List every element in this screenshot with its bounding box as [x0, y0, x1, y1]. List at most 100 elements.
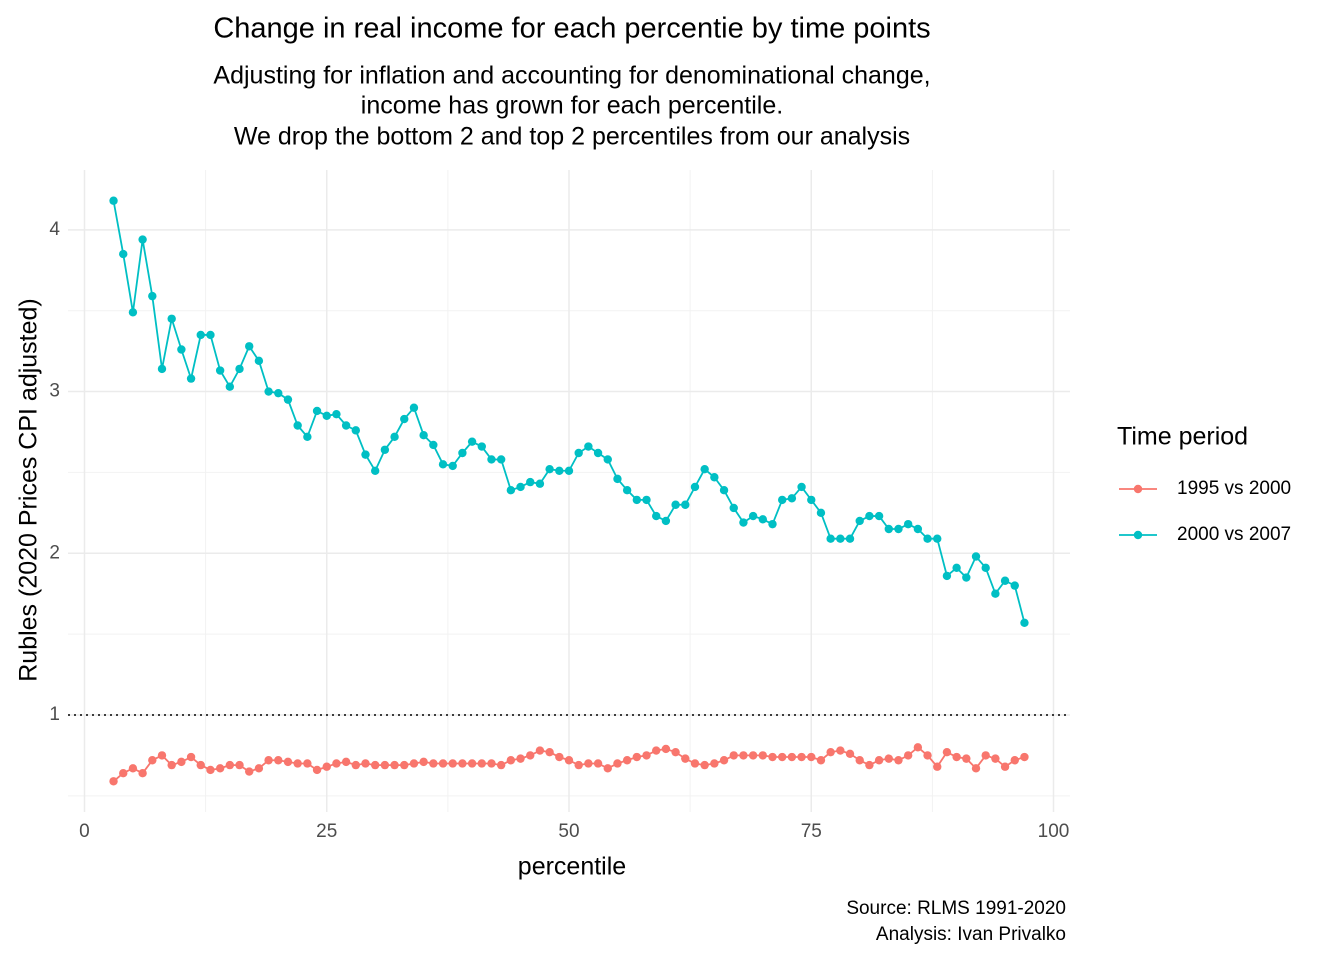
point	[235, 364, 244, 374]
subtitle: We drop the bottom 2 and top 2 percentil…	[234, 123, 910, 151]
point	[642, 751, 651, 760]
point	[264, 756, 273, 765]
point	[564, 756, 574, 765]
point	[128, 308, 138, 317]
x-tick-label: 0	[79, 821, 90, 842]
point	[933, 534, 942, 543]
point	[545, 747, 554, 757]
point	[186, 374, 196, 383]
point	[923, 751, 932, 760]
point	[719, 485, 729, 495]
point	[138, 768, 147, 778]
point	[361, 450, 370, 459]
point	[971, 764, 981, 773]
point	[642, 495, 651, 505]
point	[797, 752, 806, 762]
point	[894, 756, 903, 765]
caption: Analysis: Ivan Privalko	[876, 924, 1066, 945]
point	[584, 442, 593, 451]
point	[884, 524, 893, 534]
point	[341, 757, 351, 767]
point	[574, 760, 583, 770]
legend-key-point	[1133, 484, 1143, 494]
point	[903, 751, 913, 760]
point	[710, 473, 719, 482]
point	[874, 511, 884, 521]
point	[467, 437, 477, 446]
point	[312, 765, 322, 775]
point	[865, 760, 874, 770]
point	[719, 756, 729, 765]
point	[380, 445, 390, 454]
point	[109, 777, 118, 786]
point	[293, 421, 302, 430]
point	[332, 759, 341, 768]
point	[952, 563, 961, 573]
y-axis-label: Rubles (2020 Prices CPI adjusted)	[15, 298, 43, 682]
point	[942, 571, 952, 581]
point	[1020, 618, 1029, 627]
point	[593, 448, 603, 458]
point	[293, 759, 302, 768]
point	[1010, 581, 1019, 590]
point	[894, 524, 903, 534]
point	[148, 291, 157, 301]
point	[748, 511, 758, 521]
point	[632, 752, 642, 762]
point	[535, 479, 545, 488]
point	[826, 534, 835, 543]
point	[584, 759, 593, 768]
point	[681, 754, 690, 763]
point	[884, 754, 893, 763]
point	[167, 314, 176, 323]
point	[700, 760, 709, 770]
x-tick-label: 25	[316, 821, 337, 842]
point	[652, 511, 661, 521]
point	[109, 196, 118, 205]
point	[962, 573, 971, 582]
point	[603, 764, 612, 773]
point	[748, 751, 758, 760]
point	[438, 759, 448, 768]
legend-key-point	[1133, 530, 1143, 540]
point	[671, 747, 680, 757]
point	[351, 760, 361, 770]
chart-title: Change in real income for each percentie…	[213, 13, 930, 45]
point	[254, 356, 264, 366]
point	[913, 743, 923, 752]
point	[506, 756, 516, 765]
point	[836, 534, 845, 543]
legend-label: 2000 vs 2007	[1177, 524, 1291, 545]
point	[855, 756, 864, 765]
point	[816, 756, 826, 765]
point	[564, 466, 574, 475]
subtitle: Adjusting for inflation and accounting f…	[213, 62, 930, 90]
point	[768, 519, 777, 529]
point	[787, 752, 797, 762]
y-tick-label: 3	[49, 381, 60, 402]
point	[787, 494, 797, 503]
point	[245, 342, 254, 351]
point	[322, 411, 331, 421]
caption: Source: RLMS 1991-2020	[846, 898, 1066, 919]
x-axis-label: percentile	[518, 853, 626, 881]
point	[826, 747, 835, 757]
point	[322, 762, 331, 771]
point	[739, 518, 748, 527]
point	[303, 759, 312, 768]
point	[351, 426, 361, 435]
point	[574, 448, 583, 458]
point	[400, 414, 409, 424]
point	[903, 519, 913, 529]
point	[855, 516, 864, 526]
point	[1020, 752, 1029, 762]
point	[991, 589, 1000, 598]
point	[661, 516, 671, 526]
point	[119, 249, 128, 259]
point	[274, 756, 283, 765]
point	[128, 764, 138, 773]
point	[380, 760, 390, 770]
point	[429, 759, 438, 768]
point	[933, 762, 942, 771]
